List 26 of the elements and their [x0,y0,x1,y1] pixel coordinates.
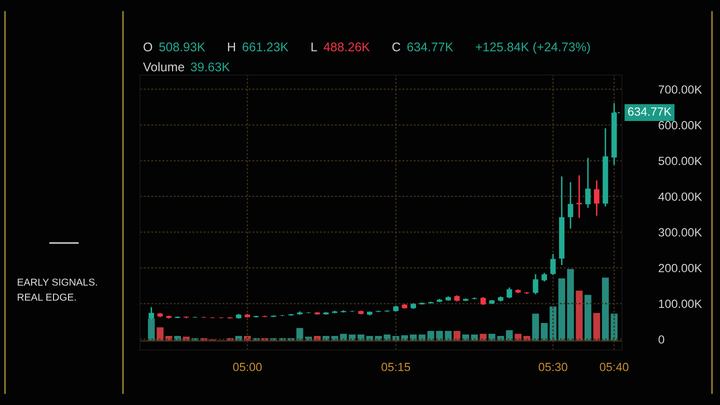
text: 634.77K [407,42,454,52]
text: C [392,42,400,52]
y-tick-label: 400.00K [658,192,702,201]
y-tick-label: 500.00K [658,156,702,166]
x-tick-label: 05:30 [538,362,568,372]
x-tick-label: 05:15 [382,362,410,372]
x-tick-label: 05:00 [233,362,262,372]
y-tick-label: 200.00K [658,264,702,272]
text: EARLY SIGNALS. [18,278,97,286]
text: H [228,42,236,52]
text: O [144,42,152,52]
text: +125.84K (+24.73%) [476,42,590,54]
text: 508.93K [159,42,206,52]
annotation: 634.77K [628,107,672,116]
text: REAL EDGE. [18,294,76,301]
y-tick-label: 100.00K [659,300,702,308]
text: 39.63K [190,62,230,72]
x-tick-label: 05:40 [600,362,628,372]
y-tick-label: 600.00K [658,121,702,130]
y-tick-label: 300.00K [658,228,702,237]
text: 661.23K [242,42,288,52]
text: 488.26K [324,42,370,52]
text: L [312,42,318,52]
y-tick-label: 700.00K [658,85,702,94]
text: Volume [143,62,184,72]
y-tick-label: 0 [658,335,664,344]
